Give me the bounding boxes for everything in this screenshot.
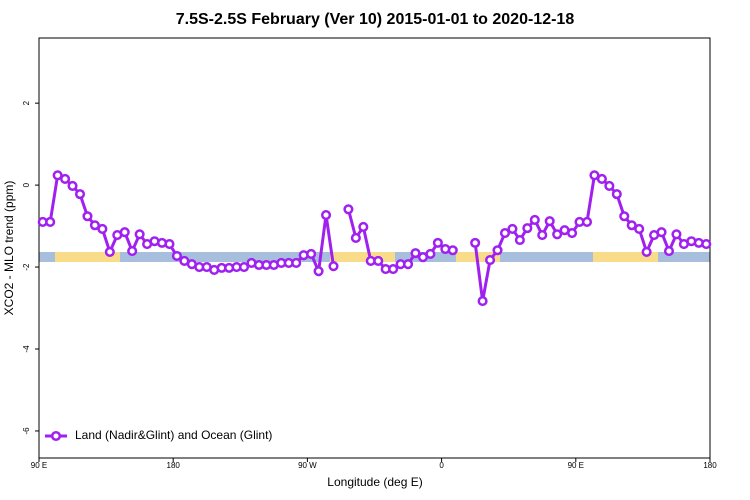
point — [671, 229, 682, 240]
point — [626, 220, 637, 231]
point — [171, 250, 182, 262]
point — [313, 266, 324, 277]
point — [164, 239, 175, 250]
y-tick-label: -4 — [22, 345, 31, 353]
x-tick-label: 180 — [703, 461, 717, 470]
x-axis-label: Longitude (deg E) — [327, 475, 422, 489]
point — [567, 227, 578, 239]
point — [291, 257, 302, 269]
point — [358, 221, 369, 232]
y-tick-label: 2 — [22, 100, 31, 105]
x-tick-label: 0 — [439, 461, 444, 470]
point — [373, 255, 384, 266]
point — [634, 223, 645, 234]
land-strip — [593, 252, 658, 262]
point — [499, 227, 511, 239]
point — [529, 214, 540, 225]
point — [52, 170, 63, 181]
point — [507, 223, 518, 234]
point — [447, 245, 458, 256]
point — [663, 246, 675, 257]
point — [60, 173, 71, 185]
point — [410, 248, 421, 259]
y-axis-label: XCO2 - MLO trend (ppm) — [2, 181, 16, 316]
point — [492, 245, 503, 256]
point — [343, 204, 354, 215]
point — [328, 261, 339, 272]
point — [589, 170, 600, 181]
point — [477, 296, 488, 307]
legend-label: Land (Nadir&Glint) and Ocean (Glint) — [75, 428, 272, 442]
point — [604, 180, 615, 191]
point — [119, 227, 130, 238]
point — [611, 189, 622, 200]
point — [619, 211, 630, 222]
point — [522, 223, 533, 234]
chart-title: 7.5S-2.5S February (Ver 10) 2015-01-01 t… — [176, 11, 575, 28]
land-strip — [330, 252, 395, 262]
point — [470, 237, 481, 248]
point — [350, 232, 361, 244]
point — [514, 234, 525, 246]
point — [104, 246, 115, 257]
y-tick-label: -2 — [22, 263, 31, 271]
point — [134, 229, 145, 240]
x-tick-label: 90 E — [568, 461, 584, 470]
point — [701, 239, 712, 250]
point — [306, 248, 317, 259]
point — [82, 211, 93, 222]
y-tick-label: 0 — [22, 182, 31, 187]
point — [89, 220, 100, 231]
point — [552, 229, 563, 240]
x-tick-label: 90 W — [298, 461, 317, 470]
legend-marker — [50, 430, 62, 442]
point — [45, 216, 56, 228]
point — [74, 189, 86, 200]
point — [97, 223, 108, 234]
point — [403, 259, 414, 270]
point — [596, 173, 607, 185]
point — [320, 209, 332, 221]
point — [238, 262, 250, 273]
y-tick-label: -6 — [22, 427, 31, 435]
point — [388, 264, 399, 275]
x-tick-label: 90 E — [31, 461, 47, 470]
point — [544, 216, 555, 227]
point — [656, 227, 667, 238]
point — [641, 246, 652, 257]
land-strip — [55, 252, 120, 262]
point — [67, 180, 78, 191]
point — [425, 248, 436, 259]
point — [537, 230, 548, 241]
point — [485, 255, 496, 266]
point — [432, 237, 443, 248]
x-tick-label: 180 — [167, 461, 181, 470]
plot-frame — [38, 37, 711, 459]
point — [581, 216, 593, 228]
point — [127, 246, 138, 257]
